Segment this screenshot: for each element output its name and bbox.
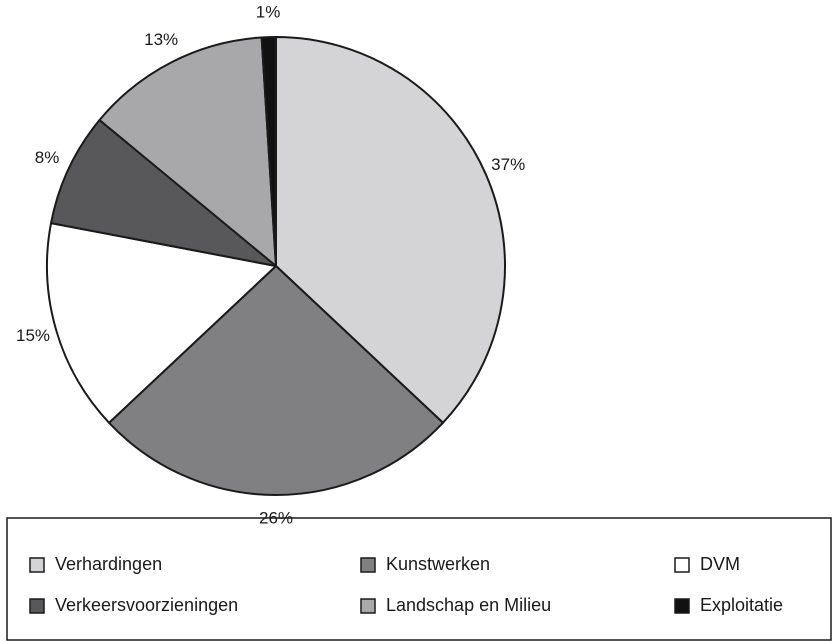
slice-label: 15% [16, 326, 50, 345]
slice-label: 37% [491, 155, 525, 174]
slice-label: 13% [144, 30, 178, 49]
legend-label: DVM [700, 554, 740, 574]
pie-slice [46, 222, 277, 424]
legend-swatch [360, 557, 376, 573]
legend-label: Verkeersvoorzieningen [55, 595, 238, 615]
pie-slice [98, 36, 277, 267]
legend-label: Exploitatie [700, 595, 783, 615]
legend-swatch [674, 598, 690, 614]
legend-label: Kunstwerken [386, 554, 490, 574]
legend-swatch [360, 598, 376, 614]
pie-slice [50, 119, 277, 267]
legend-label: Landschap en Milieu [386, 595, 551, 615]
slice-label: 1% [256, 3, 281, 22]
legend-box [6, 517, 832, 641]
legend-label: Verhardingen [55, 554, 162, 574]
pie-slice [275, 36, 506, 424]
legend-swatch [674, 557, 690, 573]
pie-slice [260, 36, 277, 267]
legend-swatch [29, 557, 45, 573]
pie-slice [108, 265, 444, 496]
slice-label: 8% [35, 148, 60, 167]
legend-swatch [29, 598, 45, 614]
slice-label: 26% [259, 508, 293, 527]
